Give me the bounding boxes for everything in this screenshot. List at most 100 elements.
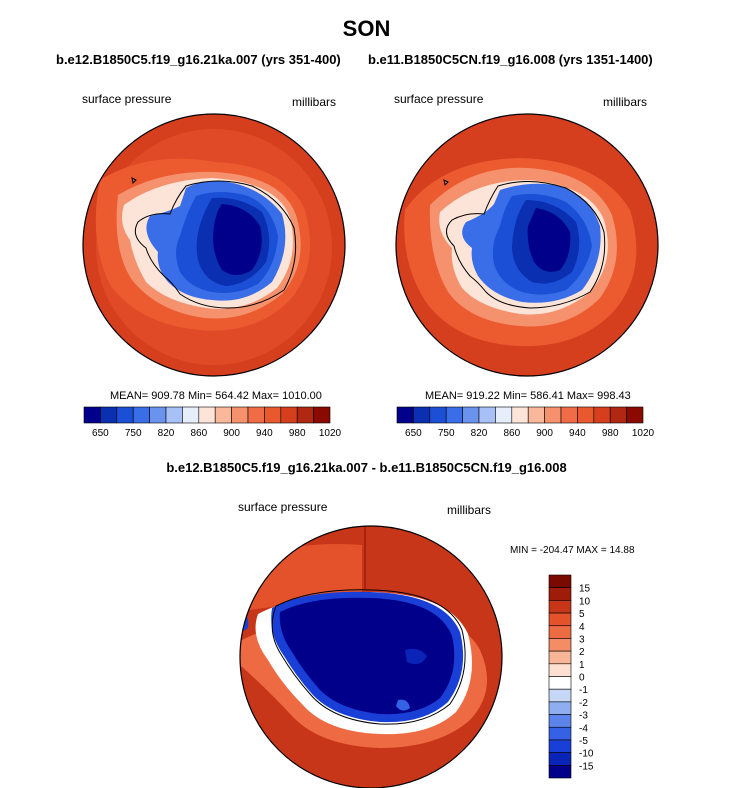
left-colorbar-swatch: [149, 406, 167, 424]
right-colorbar-swatch: [577, 406, 595, 424]
diff-colorbar-tick-label: -4: [579, 723, 588, 734]
diff-variable-label: surface pressure: [238, 500, 328, 514]
left-units-label: millibars: [292, 95, 337, 109]
left-colorbar-tick-label: 750: [125, 428, 142, 439]
right-colorbar-tick-label: 900: [536, 428, 553, 439]
season-title: SON: [342, 16, 391, 41]
right-colorbar-swatch: [462, 406, 480, 424]
diff-colorbar-tick-label: 2: [579, 647, 585, 658]
diff-colorbar-swatch: [548, 638, 572, 652]
diff-stats-label: MIN = -204.47 MAX = 14.88: [510, 545, 635, 556]
diff-colorbar-swatch: [548, 676, 572, 690]
left-colorbar-swatch: [214, 406, 232, 424]
right-colorbar-tick-label: 750: [438, 428, 455, 439]
left-colorbar-tick-label: 900: [223, 428, 240, 439]
subtitle-right: b.e11.B1850C5CN.f19_g16.008 (yrs 1351-14…: [368, 52, 653, 67]
diff-colorbar-swatch: [548, 765, 572, 779]
diff-colorbar-swatch: [548, 625, 572, 639]
diff-colorbar-tick-label: -3: [579, 711, 588, 722]
right-colorbar-swatch: [511, 406, 529, 424]
right-colorbar-swatch: [413, 406, 431, 424]
left-colorbar-swatch: [83, 406, 101, 424]
left-colorbar-tick-label: 980: [289, 428, 306, 439]
diff-polar-map: [240, 526, 502, 788]
diff-title: b.e12.B1850C5.f19_g16.21ka.007 - b.e11.B…: [166, 460, 567, 475]
right-colorbar-tick-label: 860: [503, 428, 520, 439]
right-colorbar-swatch: [429, 406, 447, 424]
diff-colorbar-swatch: [548, 574, 572, 588]
left-colorbar-swatch: [280, 406, 298, 424]
diff-colorbar-swatch: [548, 612, 572, 627]
right-colorbar-swatch: [544, 406, 562, 424]
left-stats-label: MEAN= 909.78 Min= 564.42 Max= 1010.00: [110, 390, 322, 402]
diff-colorbar-swatch: [548, 688, 572, 703]
diff-colorbar-swatch: [548, 752, 572, 766]
right-colorbar: 650 750 820 860 900 940 980 1020: [396, 406, 655, 439]
left-polar-map: [83, 114, 345, 376]
left-colorbar-swatch: [296, 406, 314, 424]
right-colorbar-swatch: [478, 406, 496, 424]
subtitle-left: b.e12.B1850C5.f19_g16.21ka.007 (yrs 351-…: [56, 52, 341, 67]
right-colorbar-swatch: [609, 406, 627, 424]
diff-colorbar-tick-label: -1: [579, 685, 588, 696]
diff-colorbar-tick-label: -5: [579, 736, 588, 747]
diff-colorbar-tick-label: -2: [579, 698, 588, 709]
right-variable-label: surface pressure: [394, 92, 484, 106]
right-colorbar-tick-label: 820: [471, 428, 488, 439]
diff-map-border: [239, 525, 503, 788]
right-map-border: [395, 113, 659, 377]
right-colorbar-swatch: [445, 406, 463, 424]
diff-colorbar-swatch: [548, 714, 572, 728]
right-colorbar-swatch: [495, 406, 513, 424]
left-colorbar-swatch: [132, 406, 150, 424]
diff-colorbar-tick-label: 0: [579, 673, 585, 684]
right-colorbar-tick-label: 980: [602, 428, 619, 439]
diff-colorbar-swatch: [548, 726, 572, 741]
diff-colorbar-swatch: [548, 663, 572, 677]
left-colorbar-swatch: [100, 406, 118, 424]
left-colorbar-swatch: [264, 406, 282, 424]
right-colorbar-tick-label: 650: [405, 428, 422, 439]
diff-colorbar-swatch: [548, 701, 572, 715]
left-colorbar-swatch: [198, 406, 216, 424]
diff-colorbar-swatch: [548, 587, 572, 601]
right-colorbar-swatch: [527, 406, 545, 424]
left-map-border: [82, 113, 346, 377]
diff-colorbar-tick-label: 10: [579, 596, 591, 607]
left-colorbar-tick-label: 650: [92, 428, 109, 439]
left-colorbar-tick-label: 860: [190, 428, 207, 439]
left-colorbar-swatch: [313, 406, 331, 424]
diff-colorbar-tick-label: 4: [579, 622, 585, 633]
right-stats-label: MEAN= 919.22 Min= 586.41 Max= 998.43: [425, 390, 631, 402]
right-units-label: millibars: [603, 95, 648, 109]
right-colorbar-tick-label: 940: [569, 428, 586, 439]
left-colorbar-swatch: [231, 406, 249, 424]
diff-colorbar-tick-label: 1: [579, 660, 585, 671]
right-colorbar-swatch: [560, 406, 578, 424]
right-colorbar-swatch: [593, 406, 611, 424]
right-colorbar-swatch: [626, 406, 644, 424]
left-colorbar-swatch: [182, 406, 200, 424]
diff-colorbar-tick-label: -15: [579, 761, 594, 772]
diff-colorbar-swatch: [548, 600, 572, 614]
left-colorbar-swatch: [165, 406, 183, 424]
right-colorbar-swatch: [396, 406, 414, 424]
diff-colorbar-tick-label: 3: [579, 634, 585, 645]
diff-colorbar-tick-label: 5: [579, 609, 585, 620]
left-colorbar: 650 750 820 860 900 940 980 1020: [83, 406, 342, 439]
right-polar-map: [396, 114, 658, 376]
diff-colorbar-swatch: [548, 739, 572, 753]
diff-units-label: millibars: [447, 503, 492, 517]
left-colorbar-swatch: [247, 406, 265, 424]
right-colorbar-tick-label: 1020: [632, 428, 655, 439]
left-colorbar-tick-label: 820: [158, 428, 175, 439]
diff-colorbar-tick-label: -10: [579, 749, 594, 760]
left-colorbar-tick-label: 940: [256, 428, 273, 439]
left-variable-label: surface pressure: [82, 92, 172, 106]
left-colorbar-tick-label: 1020: [319, 428, 342, 439]
diff-colorbar-tick-label: 15: [579, 584, 591, 595]
left-colorbar-swatch: [116, 406, 134, 424]
diff-colorbar-swatch: [548, 650, 572, 665]
